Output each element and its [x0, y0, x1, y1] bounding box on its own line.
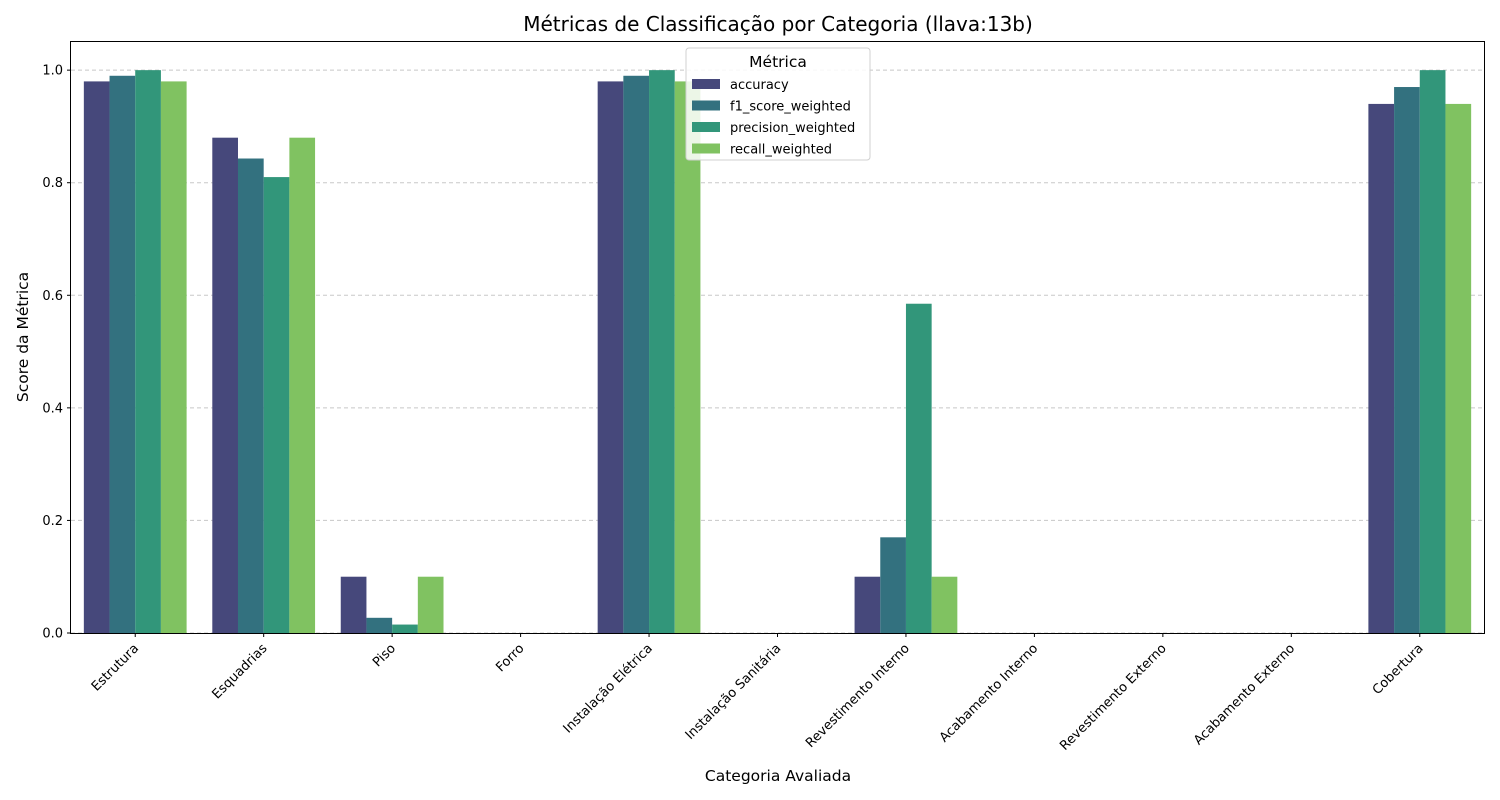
legend-swatch: [692, 100, 720, 111]
bar-recall_weighted: [417, 576, 444, 633]
legend-swatch: [692, 143, 720, 154]
bar-precision_weighted: [649, 70, 675, 633]
legend-swatch: [692, 79, 720, 89]
chart-title: Métricas de Classificação por Categoria …: [523, 12, 1033, 36]
x-tick-label: Piso: [370, 641, 399, 670]
bar-precision_weighted: [135, 70, 161, 633]
x-tick-label: Estrutura: [89, 641, 142, 694]
x-tick-label: Acabamento Externo: [1191, 641, 1298, 748]
legend-label: recall_weighted: [730, 143, 832, 158]
y-tick-label: 0.2: [42, 514, 63, 529]
bar-accuracy: [854, 576, 881, 633]
bar-recall_weighted: [1445, 103, 1472, 633]
y-tick-label: 0.4: [42, 401, 63, 416]
x-tick-label: Instalação Sanitária: [683, 641, 785, 743]
legend: Métrica accuracy f1_score_weighted precisio…: [685, 47, 871, 161]
x-tick-label: Cobertura: [1370, 641, 1427, 698]
legend-label: f1_score_weighted: [730, 100, 851, 115]
y-tick-label: 0.0: [42, 627, 63, 642]
legend-label: precision_weighted: [730, 121, 855, 136]
y-tick-label: 0.8: [42, 176, 63, 191]
bar-accuracy: [83, 81, 110, 633]
bar-precision_weighted: [1419, 70, 1446, 633]
x-tick-label: Forro: [493, 641, 527, 675]
x-tick-label: Acabamento Interno: [937, 641, 1041, 745]
bars: [83, 70, 1472, 634]
bar-f1_score_weighted: [109, 75, 136, 634]
bar-precision_weighted: [263, 177, 290, 634]
legend-box: [685, 47, 871, 161]
x-axis-label: Categoria Avaliada: [705, 767, 851, 785]
y-axis: 0.0 0.2 0.4 0.6 0.8 1.0: [42, 64, 71, 642]
bar-f1_score_weighted: [1394, 87, 1420, 634]
legend-swatch: [692, 122, 720, 132]
x-tick-label: Revestimento Interno: [803, 641, 913, 751]
bar-precision_weighted: [905, 303, 932, 633]
bar-f1_score_weighted: [237, 158, 264, 634]
legend-label: accuracy: [730, 78, 789, 93]
x-tick-label: Revestimento Externo: [1057, 641, 1169, 753]
bar-f1_score_weighted: [366, 617, 393, 633]
bar-recall_weighted: [674, 81, 701, 633]
bar-f1_score_weighted: [623, 75, 650, 634]
y-tick-label: 1.0: [42, 64, 63, 79]
x-tick-label: Instalação Elétrica: [561, 641, 656, 736]
x-axis: Estrutura Esquadrias Piso Forro Instalação E…: [89, 633, 1427, 754]
y-tick-label: 0.6: [42, 289, 63, 304]
bar-accuracy: [597, 81, 624, 633]
bar-precision_weighted: [392, 624, 418, 633]
bar-accuracy: [212, 137, 238, 633]
bar-accuracy: [1368, 103, 1395, 633]
x-tick-label: Esquadrias: [209, 641, 270, 702]
bar-recall_weighted: [160, 81, 187, 633]
y-axis-label: Score da Métrica: [14, 272, 32, 402]
bar-recall_weighted: [289, 137, 316, 633]
bar-recall_weighted: [931, 576, 958, 633]
legend-title: Métrica: [749, 53, 807, 71]
bar-f1_score_weighted: [880, 537, 906, 633]
bar-accuracy: [340, 576, 367, 633]
